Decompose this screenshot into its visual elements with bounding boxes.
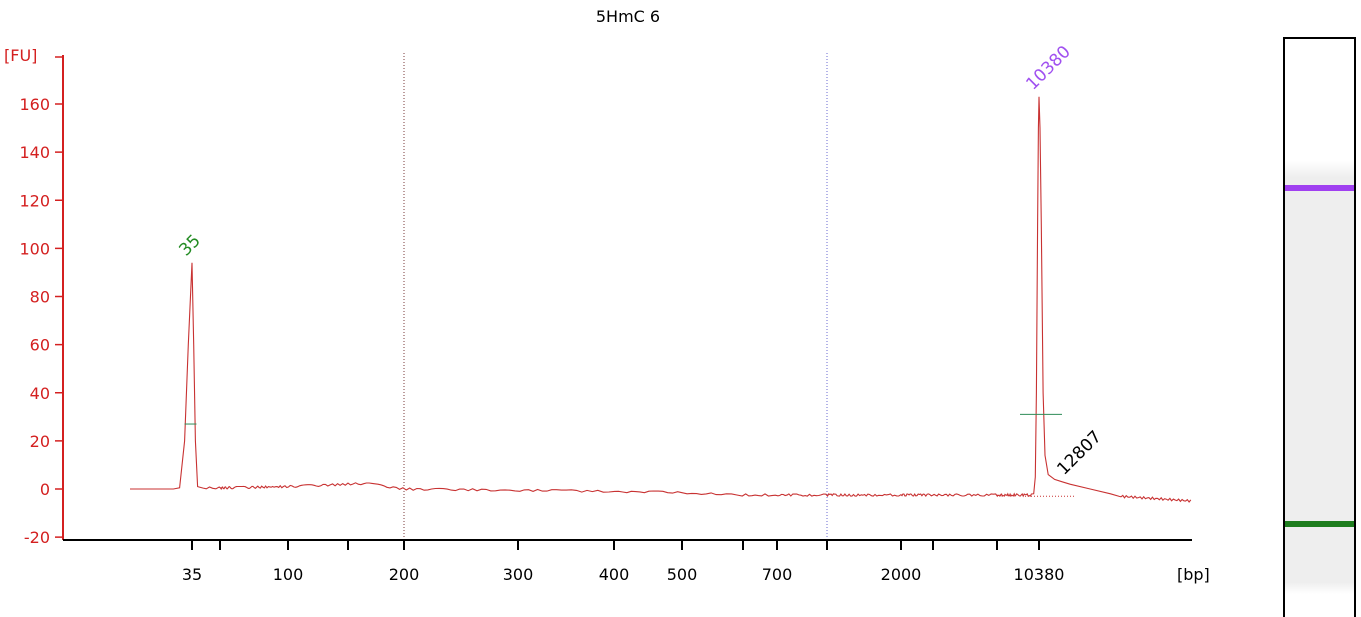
x-tick-label: 700 [762,565,793,584]
x-tick-label: 400 [599,565,630,584]
x-tick-label: 500 [667,565,698,584]
peak-labels: 35 10380 12807 [175,42,1105,479]
y-tick-label: 160 [19,95,50,114]
y-tick-label: 120 [19,191,50,210]
y-tick-label: 20 [30,432,50,451]
peak-label: 10380 [1022,42,1074,94]
gel-lane [1283,37,1356,617]
x-tick-label: 300 [503,565,534,584]
marker-lines [403,53,828,538]
y-tick-label: -20 [24,528,50,547]
trace-layer [130,96,1192,503]
x-axis: 35 100 200 300 400 500 700 2000 10380 [63,539,1192,584]
x-tick-label: 100 [273,565,304,584]
x-tick-label: 2000 [881,565,922,584]
gel-band-upper-marker [1285,185,1354,191]
y-tick-label: 100 [19,239,50,258]
peak-label: 12807 [1053,427,1105,479]
x-tick-label: 200 [389,565,420,584]
x-tick-label: 35 [182,565,202,584]
y-tick-label: 0 [40,480,50,499]
peak-label: 35 [175,231,204,260]
x-tick-label: 10380 [1014,565,1065,584]
y-tick-label: 40 [30,384,50,403]
x-axis-label: [bp] [1177,565,1210,584]
chart-title: 5HmC 6 [596,7,660,26]
trace-line [130,96,1192,503]
y-axis-label: [FU] [4,46,37,65]
y-tick-label: 80 [30,288,50,307]
y-tick-label: 140 [19,143,50,162]
y-tick-label: 60 [30,336,50,355]
y-axis: -20 0 20 40 60 80 100 120 140 160 [19,55,64,547]
gel-band-lower-marker [1285,521,1354,527]
